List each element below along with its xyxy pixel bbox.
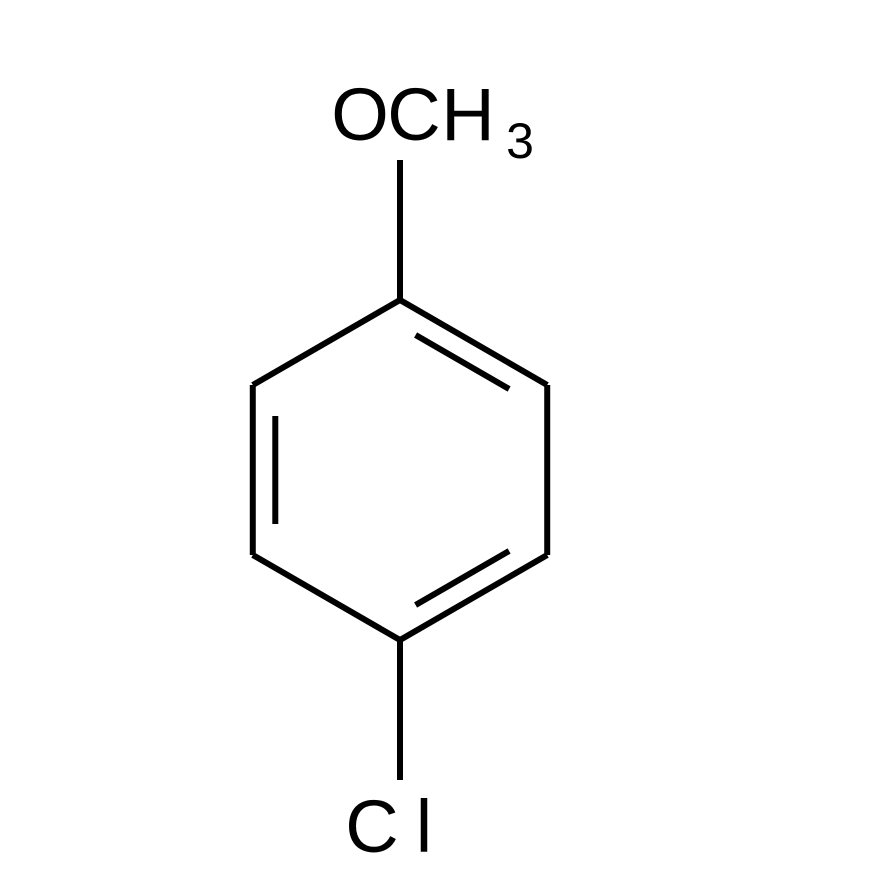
label-Cl-l: l — [416, 785, 432, 868]
label-Cl-C: C — [345, 785, 398, 868]
ring-double-bond — [416, 551, 510, 605]
ring-bond — [400, 300, 547, 385]
label-sub3: 3 — [506, 113, 534, 169]
ring-double-bond — [416, 335, 510, 389]
ring-bond — [253, 555, 400, 640]
ring-bond — [400, 555, 547, 640]
label-O: O — [331, 73, 389, 156]
ring-bond — [253, 300, 400, 385]
molecule-diagram: OCH3Cl — [0, 0, 890, 890]
label-C: C — [387, 73, 440, 156]
label-H: H — [441, 73, 494, 156]
